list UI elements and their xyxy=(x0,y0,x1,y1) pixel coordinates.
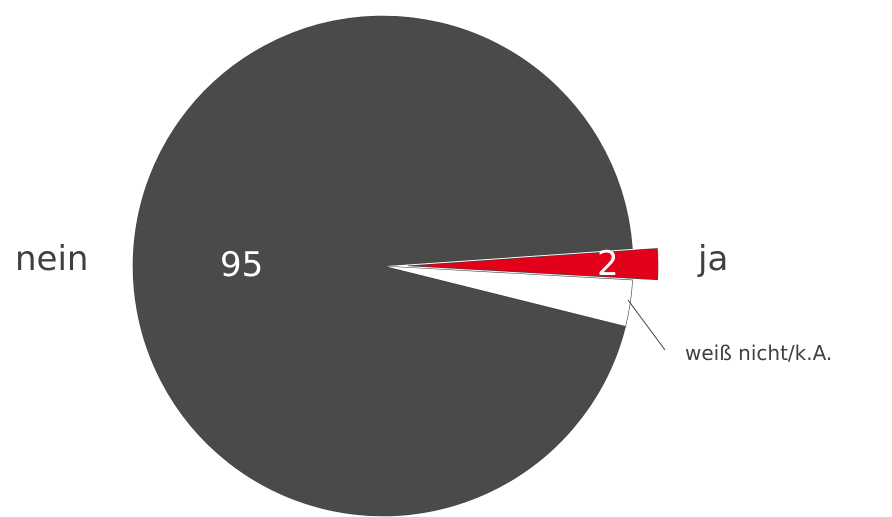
category-label-nein: nein xyxy=(15,239,88,279)
category-label-ja: ja xyxy=(697,239,728,279)
value-label-nein: 95 xyxy=(220,245,263,285)
pie-slice-ja xyxy=(407,248,659,281)
pie-slices xyxy=(132,15,659,517)
category-label-weiss-nicht: weiß nicht/k.A. xyxy=(685,341,832,365)
pie-slice-nein xyxy=(132,15,633,517)
leader-line-weiss-nicht xyxy=(627,299,666,351)
value-label-ja: 2 xyxy=(597,244,619,284)
